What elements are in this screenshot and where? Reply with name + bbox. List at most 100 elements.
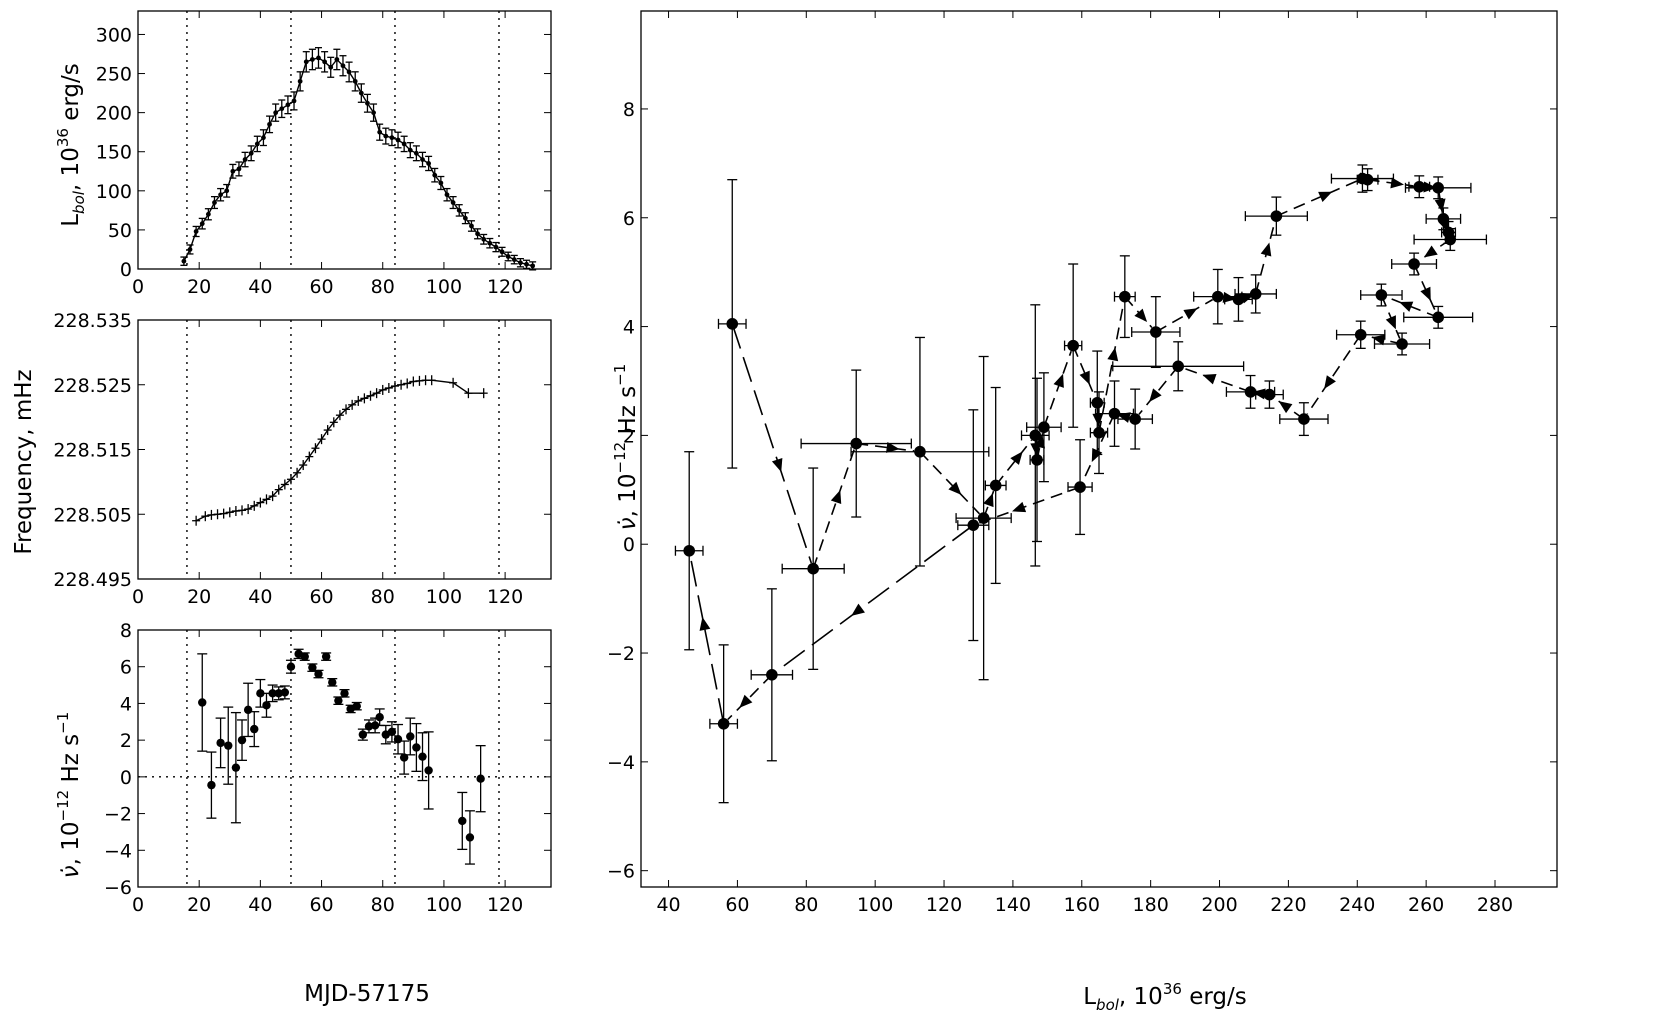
nudot-point — [237, 735, 247, 745]
track-xtick-label: 220 — [1270, 894, 1306, 916]
track-point — [1249, 288, 1262, 300]
nudot-xtick-label: 0 — [132, 894, 144, 916]
track-point — [1432, 182, 1444, 194]
track-xtick-label: 240 — [1339, 894, 1375, 916]
track-segment — [1367, 178, 1414, 187]
lum-point — [334, 57, 340, 62]
lum-plot-frame — [137, 10, 552, 270]
track-point — [967, 519, 980, 531]
nudot-point — [314, 669, 323, 679]
track-segment — [1138, 365, 1179, 415]
track-point — [1029, 429, 1042, 442]
lum-point — [181, 258, 187, 264]
track-point — [807, 562, 819, 575]
track-segment — [1380, 294, 1401, 339]
track-arrowhead — [1278, 401, 1293, 414]
track-xtick-label: 260 — [1408, 894, 1444, 916]
nudot-point — [399, 753, 409, 762]
nudot-point — [207, 780, 216, 790]
nudot-point — [412, 743, 421, 752]
nudot-point — [340, 689, 349, 698]
track-xtick-label: 120 — [926, 894, 962, 916]
track-arrowhead — [983, 493, 994, 508]
freq-xtick-label: 80 — [371, 586, 395, 608]
lum-point — [291, 98, 297, 104]
lum-point — [413, 150, 419, 156]
track-arrowhead — [1260, 242, 1272, 257]
track-point — [1298, 413, 1310, 425]
track-ytick-label: −4 — [607, 752, 635, 774]
track-segment — [1386, 296, 1439, 319]
track-segment — [1098, 302, 1125, 433]
lum-point — [493, 244, 499, 250]
track-point — [1270, 210, 1283, 222]
nudot-point — [224, 741, 233, 750]
lum-ytick-label: 100 — [96, 181, 132, 203]
nudot-plot-frame — [137, 629, 552, 888]
track-point — [726, 318, 739, 330]
lum-point — [475, 231, 480, 237]
track-point — [1108, 407, 1121, 420]
nudot-point — [352, 701, 361, 711]
lum-point — [285, 102, 291, 108]
lum-ytick-label: 150 — [96, 142, 132, 164]
lum-xtick-label: 100 — [426, 276, 462, 298]
track-point — [1091, 396, 1104, 409]
track-plot-frame — [640, 10, 1558, 888]
track-point — [1038, 421, 1050, 434]
lum-point — [389, 135, 395, 141]
track-ytick-label: −6 — [607, 861, 635, 883]
track-segment — [1183, 367, 1251, 393]
lum-point — [248, 150, 254, 156]
lum-xtick-label: 0 — [132, 276, 144, 298]
lum-point — [199, 221, 205, 227]
track-arrowhead — [1079, 370, 1090, 385]
lum-point — [407, 147, 413, 153]
track-ytick-label: −2 — [607, 643, 635, 665]
lum-point — [193, 229, 199, 234]
track-arrowhead — [1385, 315, 1396, 330]
freq-ytick-label: 228.495 — [53, 569, 132, 591]
nudot-point — [476, 774, 485, 783]
lum-point — [303, 59, 309, 65]
lum-point — [212, 200, 217, 205]
lum-ytick-label: 0 — [120, 259, 132, 281]
freq-ytick-label: 228.525 — [53, 375, 132, 397]
freq-xtick-label: 100 — [426, 586, 462, 608]
track-segment — [1081, 413, 1116, 482]
lum-point — [358, 90, 364, 96]
lum-point — [279, 106, 285, 112]
lum-xtick-label: 60 — [309, 276, 333, 298]
lum-ytick-label: 50 — [108, 220, 132, 242]
track-point — [1074, 481, 1086, 493]
lum-point — [401, 141, 407, 147]
nudot-ytick-label: 4 — [120, 693, 132, 715]
track-point — [1354, 328, 1367, 341]
lum-ylabel: Lbol, 1036 erg/s — [54, 63, 88, 227]
track-arrowhead — [1149, 388, 1162, 402]
freq-ytick-label: 228.505 — [53, 504, 132, 526]
freq-xtick-label: 20 — [187, 586, 211, 608]
track-ytick-label: 0 — [623, 534, 635, 556]
nudot-point — [198, 698, 207, 707]
lum-series-line — [183, 57, 533, 267]
nudot-point — [280, 688, 290, 697]
track-point — [1413, 180, 1426, 193]
track-arrowhead — [1390, 177, 1405, 189]
track-point — [1437, 213, 1450, 225]
track-arrowhead — [1434, 198, 1446, 213]
nudot-ytick-label: −6 — [104, 877, 132, 899]
track-segment — [1418, 238, 1451, 262]
nudot-point — [256, 689, 265, 698]
nudot-xtick-label: 40 — [248, 894, 272, 916]
lum-point — [254, 141, 260, 147]
lum-point — [432, 172, 438, 178]
track-point — [977, 512, 990, 524]
lum-xtick-label: 80 — [371, 276, 395, 298]
nudot-ytick-label: 0 — [120, 767, 132, 789]
track-point — [717, 717, 730, 730]
track-xtick-label: 80 — [794, 894, 818, 916]
lum-point — [511, 257, 517, 263]
freq-xtick-label: 60 — [309, 586, 333, 608]
track-point — [1119, 290, 1131, 303]
